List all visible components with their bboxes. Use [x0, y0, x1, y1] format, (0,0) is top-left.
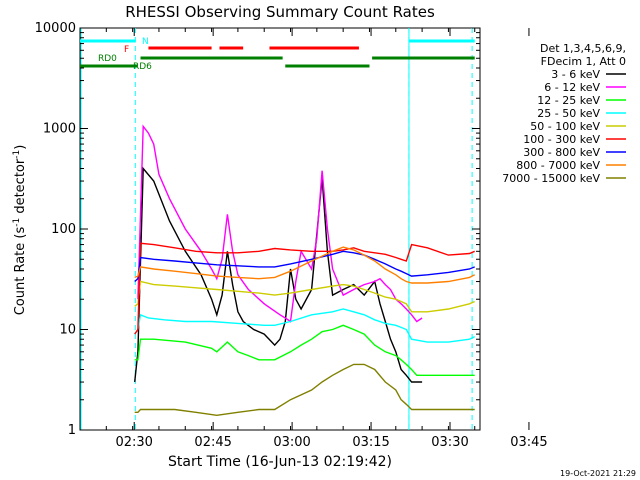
- axes: 1 10 100 1000 10000 02:30 02:45 03:00 03:15 03:30…: [35, 21, 548, 450]
- series-line: [134, 166, 423, 383]
- legend-label: 300 - 800 keV: [523, 146, 600, 159]
- x-axis-label: Start Time (16-Jun-13 02:19:42): [168, 454, 392, 470]
- flare-flag-label: F: [124, 45, 129, 55]
- series-line: [134, 324, 475, 376]
- y-tick-label: 1000: [43, 122, 76, 137]
- series-layer: [134, 124, 476, 417]
- y-tick-label: 10: [59, 323, 76, 338]
- series-line: [134, 308, 476, 343]
- legend-label: 7000 - 15000 keV: [502, 172, 600, 185]
- legend-header-line: FDecim 1, Att 0: [541, 55, 626, 68]
- rd0-flag-label: RD0: [98, 54, 117, 64]
- legend-header-line: Det 1,3,4,5,6,9,: [540, 42, 626, 55]
- series-line: [137, 124, 423, 323]
- y-axis-label: Count Rate (s-1 detector-1): [12, 145, 28, 316]
- x-tick-label: 03:45: [510, 435, 547, 450]
- x-tick-label: 03:15: [352, 435, 389, 450]
- y-tick-label: 1: [68, 423, 76, 438]
- series-line: [134, 250, 475, 283]
- rd6-flag-label: RD6: [133, 62, 152, 72]
- legend-header: Det 1,3,4,5,6,9,FDecim 1, Att 0: [540, 42, 626, 68]
- x-tick-label: 03:30: [431, 435, 468, 450]
- legend-label: 800 - 7000 keV: [516, 159, 600, 172]
- series-line: [134, 246, 476, 284]
- legend-label: 100 - 300 keV: [523, 133, 600, 146]
- series-line: [134, 363, 475, 417]
- legend-label: 50 - 100 keV: [530, 120, 600, 133]
- timestamp: 19-Oct-2021 21:29: [560, 469, 636, 478]
- series-line: [134, 280, 475, 313]
- series-line: [134, 242, 475, 335]
- legend-label: 3 - 6 keV: [551, 68, 600, 81]
- x-tick-label: 02:45: [194, 435, 231, 450]
- chart-title: RHESSI Observing Summary Count Rates: [125, 3, 435, 21]
- night-flag-label: N: [142, 37, 149, 47]
- y-tick-label: 100: [51, 222, 76, 237]
- y-tick-label: 10000: [35, 21, 76, 36]
- legend-label: 6 - 12 keV: [544, 81, 600, 94]
- x-tick-label: 02:30: [115, 435, 152, 450]
- legend-label: 12 - 25 keV: [537, 94, 600, 107]
- legend-label: 25 - 50 keV: [537, 107, 600, 120]
- x-tick-label: 03:00: [273, 435, 310, 450]
